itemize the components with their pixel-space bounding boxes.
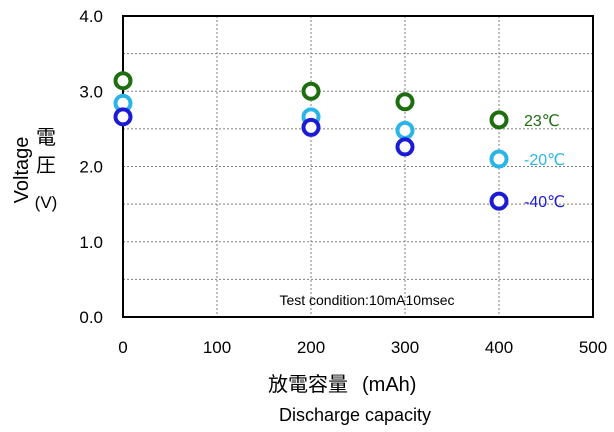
y-axis-title-unit: (V) <box>35 193 58 212</box>
x-tick-label: 0 <box>118 338 127 357</box>
grid-lines <box>123 16 593 317</box>
annotation-test-condition: Test condition:10mA10msec <box>279 292 454 308</box>
y-axis-title-en: Voltage <box>11 137 33 204</box>
y-axis-title-cjk: 電圧 <box>36 127 56 177</box>
data-point <box>395 137 415 157</box>
legend: 23℃ -20℃ -40℃ <box>524 113 565 211</box>
legend-label: -20℃ <box>524 152 565 169</box>
y-tick-label: 3.0 <box>79 82 103 101</box>
y-axis-title-char: 電 <box>36 127 56 149</box>
x-tick-label: 400 <box>485 338 513 357</box>
x-tick-label: 500 <box>579 338 607 357</box>
x-axis-title-en: Discharge capacity <box>279 405 431 425</box>
y-tick-label: 4.0 <box>79 7 103 26</box>
plot-area <box>122 15 594 318</box>
data-point <box>489 191 509 211</box>
x-tick-label: 300 <box>391 338 419 357</box>
data-point <box>489 149 509 169</box>
x-tick-label: 100 <box>203 338 231 357</box>
x-tick-label: 200 <box>297 338 325 357</box>
data-point <box>113 71 133 91</box>
y-axis-title-char: 圧 <box>36 155 56 177</box>
legend-label: 23℃ <box>524 113 560 130</box>
y-tick-label: 0.0 <box>79 308 103 327</box>
data-point <box>489 110 509 130</box>
legend-label: -40℃ <box>524 194 565 211</box>
data-point <box>395 92 415 112</box>
data-point <box>113 107 133 127</box>
x-tick-labels: 0 100 200 300 400 500 <box>118 338 607 357</box>
y-tick-label: 1.0 <box>79 233 103 252</box>
data-point <box>301 117 321 137</box>
data-points <box>113 71 509 211</box>
data-point <box>395 120 415 140</box>
x-axis-title-unit: (mAh) <box>362 374 416 396</box>
y-tick-labels: 0.0 1.0 2.0 3.0 4.0 <box>79 7 103 327</box>
data-point <box>301 81 321 101</box>
y-tick-label: 2.0 <box>79 158 103 177</box>
x-axis-title-cjk: 放電容量 <box>268 373 348 396</box>
